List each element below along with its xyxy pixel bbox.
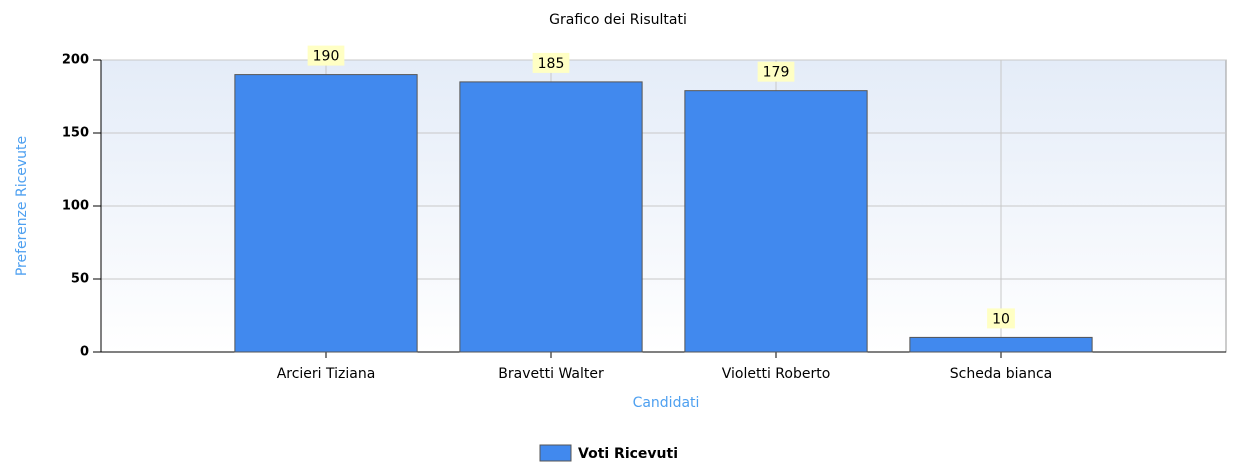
value-label-box: [307, 45, 345, 66]
value-label-box: [532, 52, 570, 73]
value-label-box: [987, 308, 1015, 329]
x-axis-title: Candidati: [633, 395, 700, 411]
x-tick-label: Arcieri Tiziana: [277, 366, 376, 382]
y-tick-label: 150: [62, 126, 89, 141]
legend-label: Voti Ricevuti: [578, 446, 678, 462]
bar: [459, 81, 643, 353]
y-tick-label: 50: [71, 272, 89, 287]
value-label: 190: [313, 49, 340, 65]
legend-swatch: [539, 444, 572, 462]
y-tick-label: 200: [62, 53, 89, 68]
y-axis-title: Preferenze Ricevute: [14, 136, 30, 276]
x-tick-label: Violetti Roberto: [722, 366, 831, 382]
x-tick-label: Scheda bianca: [950, 366, 1053, 382]
bar: [234, 74, 418, 353]
value-label: 10: [992, 311, 1010, 327]
bar: [684, 90, 868, 353]
x-tick-label: Bravetti Walter: [498, 366, 604, 382]
chart-title: Grafico dei Risultati: [549, 12, 687, 28]
value-label-box: [757, 61, 795, 82]
y-tick-label: 0: [80, 345, 89, 360]
value-label: 185: [538, 56, 565, 72]
bar: [909, 336, 1093, 353]
value-label: 179: [763, 65, 790, 81]
y-tick-label: 100: [62, 199, 89, 214]
